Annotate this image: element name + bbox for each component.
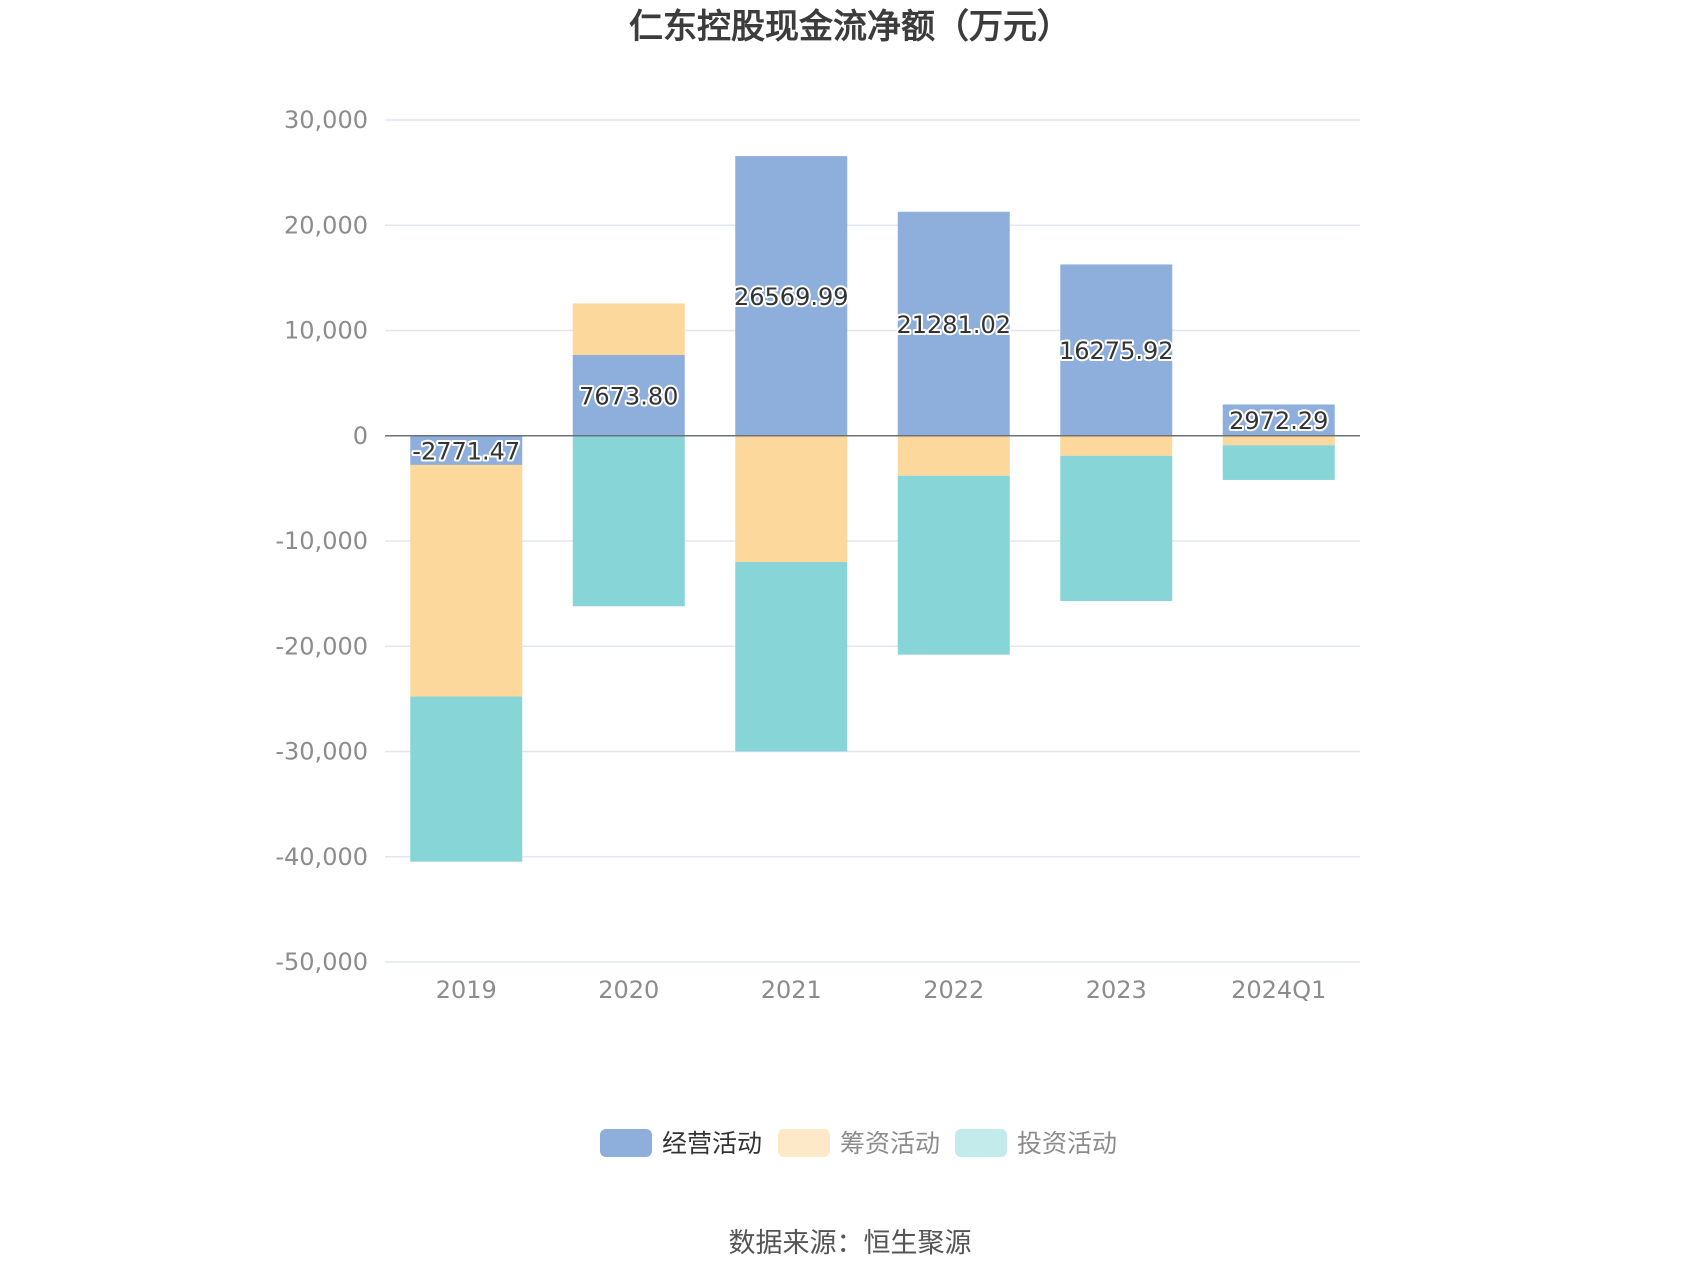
bar-2021-series-0 bbox=[735, 156, 848, 436]
bar-2021-series-1 bbox=[735, 435, 848, 563]
y-tick-label: -30,000 bbox=[275, 738, 368, 766]
grid-lines bbox=[385, 119, 1360, 963]
y-tick-label: -40,000 bbox=[275, 843, 368, 871]
bars bbox=[410, 156, 1335, 862]
x-tick-label: 2023 bbox=[1086, 976, 1147, 1004]
legend-label: 投资活动 bbox=[1017, 1129, 1117, 1158]
y-tick-label: 20,000 bbox=[284, 211, 368, 239]
x-tick-label: 2024Q1 bbox=[1231, 976, 1326, 1004]
bar-2019-series-1 bbox=[410, 464, 523, 697]
legend-swatch bbox=[955, 1129, 1007, 1157]
y-tick-label: -50,000 bbox=[275, 948, 368, 976]
bar-2020-series-1 bbox=[572, 303, 685, 355]
data-label: 26569.99 bbox=[734, 283, 849, 311]
legend-item-1[interactable]: 筹资活动 bbox=[778, 1129, 940, 1158]
bar-2020-series-0 bbox=[572, 354, 685, 436]
x-axis: 2019 2020 2021 2022 2023 2024Q1 bbox=[436, 976, 1327, 1004]
bar-2019-series-0 bbox=[410, 435, 523, 465]
legend: 经营活动 筹资活动 投资活动 bbox=[600, 1129, 1117, 1158]
bar-2024Q1-series-1 bbox=[1222, 435, 1335, 446]
source-note: 数据来源：恒生聚源 bbox=[729, 1228, 972, 1259]
bar-2022-series-0 bbox=[897, 211, 1010, 436]
x-tick-label: 2021 bbox=[761, 976, 822, 1004]
legend-label: 经营活动 bbox=[662, 1129, 762, 1158]
x-tick-label: 2022 bbox=[923, 976, 984, 1004]
legend-swatch bbox=[600, 1129, 652, 1157]
bar-2023-series-1 bbox=[1060, 435, 1173, 456]
data-label: 16275.92 bbox=[1059, 337, 1174, 365]
bar-2019-series-2 bbox=[410, 696, 523, 862]
bar-2022-series-1 bbox=[897, 435, 1010, 476]
legend-item-0[interactable]: 经营活动 bbox=[600, 1129, 762, 1158]
y-tick-label: 30,000 bbox=[284, 106, 368, 134]
y-axis: 30,000 20,000 10,000 0 -10,000 -20,000 -30,000… bbox=[275, 106, 368, 976]
bar-2023-series-2 bbox=[1060, 455, 1173, 601]
bar-2021-series-2 bbox=[735, 562, 848, 752]
x-tick-label: 2019 bbox=[436, 976, 497, 1004]
bar-2022-series-2 bbox=[897, 475, 1010, 655]
bar-2024Q1-series-2 bbox=[1222, 445, 1335, 480]
bar-2020-series-2 bbox=[572, 435, 685, 607]
data-labels: -2771.47 7673.80 26569.99 21281.02 16275.92 2… bbox=[410, 281, 1330, 467]
legend-label: 筹资活动 bbox=[840, 1129, 940, 1158]
y-tick-label: -20,000 bbox=[275, 632, 368, 660]
chart-title: 仁东控股现金流净额（万元） bbox=[629, 7, 1071, 47]
data-label: -2771.47 bbox=[412, 437, 520, 465]
legend-swatch bbox=[778, 1129, 830, 1157]
x-tick-label: 2020 bbox=[598, 976, 659, 1004]
data-label: 21281.02 bbox=[896, 311, 1011, 339]
bar-2024Q1-series-0 bbox=[1222, 404, 1335, 436]
legend-item-2[interactable]: 投资活动 bbox=[955, 1129, 1117, 1158]
y-tick-label: 10,000 bbox=[284, 317, 368, 345]
data-label: 7673.80 bbox=[579, 382, 678, 410]
y-tick-label: 0 bbox=[353, 422, 368, 450]
y-tick-label: -10,000 bbox=[275, 527, 368, 555]
bar-2023-series-0 bbox=[1060, 264, 1173, 436]
data-label: 2972.29 bbox=[1229, 407, 1328, 435]
